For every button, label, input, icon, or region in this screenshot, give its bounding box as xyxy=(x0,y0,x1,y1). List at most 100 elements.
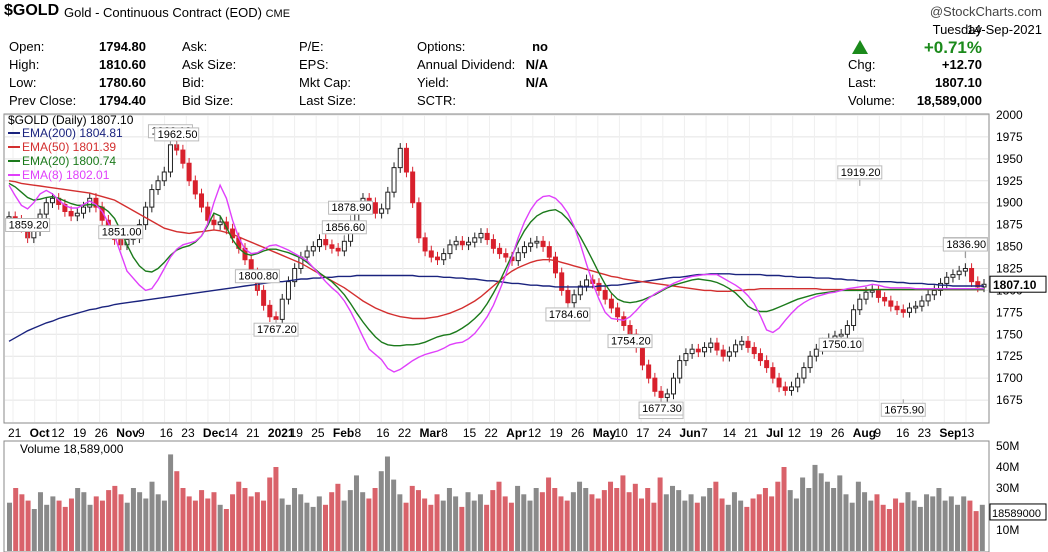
volume-bar xyxy=(267,477,273,551)
volume-bar xyxy=(632,483,638,551)
volume-bar xyxy=(19,494,25,551)
candle-body xyxy=(410,171,416,204)
chart-title: $GOLD (Daily) 1807.10 xyxy=(8,113,134,127)
yield-label: Yield: xyxy=(417,75,450,90)
brand-logo[interactable]: @StockCharts.com xyxy=(929,4,1042,19)
candle-body xyxy=(459,240,465,246)
volume-bar xyxy=(769,496,775,551)
volume-bar xyxy=(800,477,806,551)
x-tick-label: 23 xyxy=(918,426,932,440)
x-tick-label: 21 xyxy=(246,426,260,440)
candle-body xyxy=(925,294,931,302)
candle-body xyxy=(906,307,912,313)
x-tick-label: 14 xyxy=(723,426,737,440)
volume-bar xyxy=(186,496,192,551)
volume-bar xyxy=(99,500,105,551)
y-tick-label: 1750 xyxy=(996,327,1023,341)
y-tick-label: 1850 xyxy=(996,240,1023,254)
current-volume-label: 18589000 xyxy=(992,508,1041,520)
candle-body xyxy=(422,237,428,252)
candle-body xyxy=(646,364,652,379)
legend-entry: EMA(200) 1804.81 xyxy=(22,126,123,140)
candle-body xyxy=(764,360,770,369)
legend-entry: EMA(8) 1802.01 xyxy=(22,168,110,182)
dividend-label: Annual Dividend: xyxy=(417,57,516,72)
candle-body xyxy=(428,250,434,258)
candle-body xyxy=(87,197,93,208)
candle-body xyxy=(683,353,689,362)
annotation-box xyxy=(880,402,926,417)
volume-bar xyxy=(31,509,37,551)
y-tick-label: 1675 xyxy=(996,393,1023,407)
annotation-label: 1962.50 xyxy=(158,129,198,141)
volume-bar xyxy=(242,488,248,551)
annotation-box xyxy=(607,334,653,349)
annotation-box xyxy=(942,237,988,252)
volume-bar xyxy=(645,488,651,551)
volume-bar xyxy=(880,504,886,551)
annotation-box xyxy=(253,322,299,337)
volume-bar xyxy=(626,492,632,551)
volume-bar xyxy=(595,498,601,551)
volume-bar xyxy=(577,481,583,551)
volume-bar xyxy=(508,502,514,551)
volume-bar xyxy=(68,498,74,551)
volume-bar xyxy=(192,500,198,551)
volume-bar xyxy=(750,498,756,551)
volume-title: Volume 18,589,000 xyxy=(20,442,124,456)
volume-bar xyxy=(155,494,161,551)
volume-bar xyxy=(7,502,12,551)
annotation-box xyxy=(545,307,591,322)
candle-body xyxy=(919,300,925,307)
candle-body xyxy=(552,256,558,274)
volume-bar xyxy=(484,504,490,551)
annotation-label: 1675.90 xyxy=(884,404,924,416)
candle-body xyxy=(844,325,850,335)
yield-value: N/A xyxy=(525,75,548,90)
candle-body xyxy=(875,289,881,298)
ema-line xyxy=(8,180,984,320)
y-tick-label: 1950 xyxy=(996,152,1023,166)
legend-entry: EMA(20) 1800.74 xyxy=(22,154,116,168)
volume-bar xyxy=(230,494,236,551)
x-tick-label: 17 xyxy=(636,426,650,440)
volume-bar xyxy=(403,502,409,551)
volume-bar xyxy=(639,498,645,551)
candle-body xyxy=(962,268,968,272)
candle-body xyxy=(689,348,695,355)
x-tick-label: 24 xyxy=(658,426,672,440)
candle-body xyxy=(695,348,701,353)
current-price-tag xyxy=(989,275,1047,293)
candle-body xyxy=(186,162,192,182)
annotation-label: 1784.60 xyxy=(549,309,589,321)
candle-body xyxy=(913,305,919,309)
x-tick-label: 19 xyxy=(290,426,304,440)
candle-body xyxy=(161,171,167,182)
x-tick-label: 22 xyxy=(485,426,499,440)
candle-body xyxy=(894,305,900,311)
volume-bar xyxy=(341,500,347,551)
annotation-box xyxy=(154,127,200,142)
volume-bar xyxy=(539,492,545,551)
volume-bar xyxy=(143,498,149,551)
volume-bar xyxy=(515,485,521,551)
x-tick-label: 16 xyxy=(160,426,174,440)
candle-body xyxy=(944,276,950,284)
candle-body xyxy=(285,281,291,300)
volume-bar xyxy=(285,504,291,551)
volume-bar xyxy=(855,481,861,551)
annotation-label: 1836.90 xyxy=(946,239,986,251)
x-tick-label: 13 xyxy=(961,426,975,440)
volume-bar xyxy=(589,494,595,551)
volume-bar xyxy=(168,454,174,551)
volume-bar xyxy=(391,479,397,551)
annotation-label: 1856.60 xyxy=(325,222,365,234)
candle-body xyxy=(447,244,453,255)
x-tick-label: Feb xyxy=(333,426,354,440)
candle-body xyxy=(43,202,49,215)
volume-bar xyxy=(738,500,744,551)
volume-bar xyxy=(353,475,359,551)
candle-body xyxy=(726,351,732,357)
volume-bar xyxy=(465,492,471,551)
